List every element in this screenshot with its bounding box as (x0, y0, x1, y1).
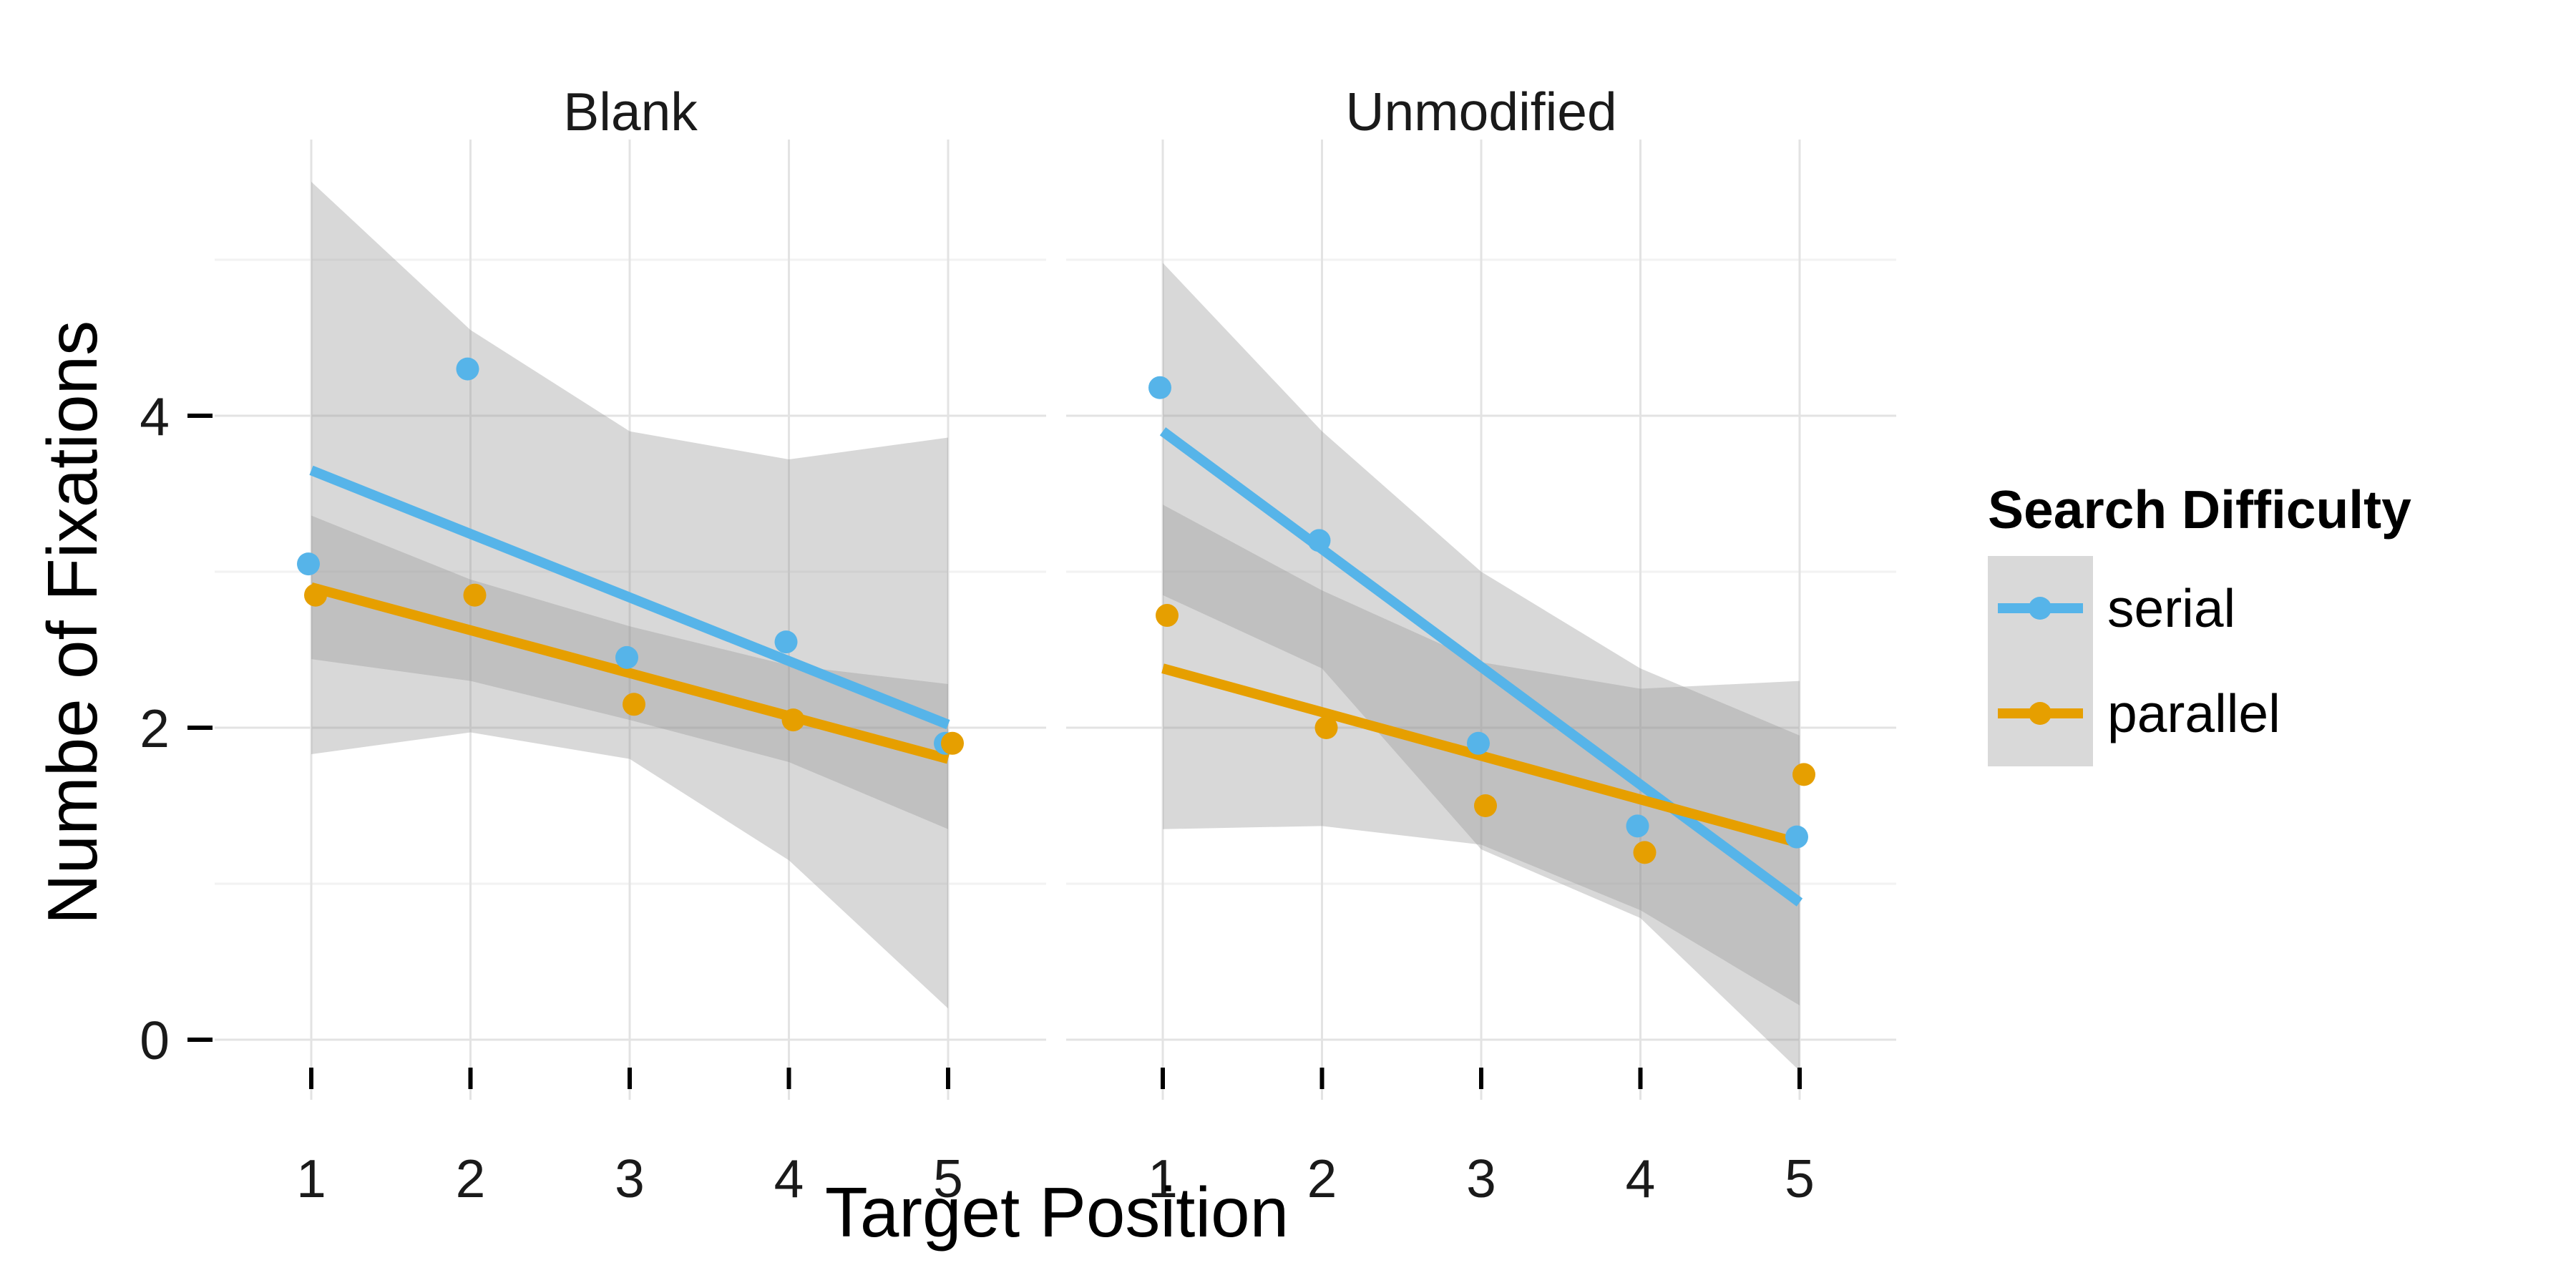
panel-title: Blank (563, 82, 698, 142)
y-tick-label: 0 (140, 1010, 170, 1070)
point-serial (1307, 529, 1331, 552)
x-tick-label: 1 (296, 1148, 326, 1209)
point-serial (1785, 825, 1808, 849)
y-tick-label: 2 (140, 698, 170, 758)
x-tick-label: 2 (456, 1148, 486, 1209)
point-parallel (623, 693, 645, 716)
x-axis-title: Target Position (825, 1173, 1289, 1252)
y-axis-title: Numbe of Fixations (33, 321, 112, 924)
point-parallel (1474, 794, 1497, 817)
point-parallel (463, 583, 487, 607)
data-points (297, 357, 1815, 864)
x-tick-label: 3 (1466, 1148, 1496, 1209)
x-tick-label: 2 (1307, 1148, 1337, 1209)
x-tick-label: 1 (1148, 1148, 1178, 1209)
x-tick-label: 3 (615, 1148, 645, 1209)
point-parallel (941, 731, 964, 755)
legend-title: Search Difficulty (1988, 479, 2411, 540)
legend: Search Difficulty serial parallel (1988, 479, 2411, 766)
legend-label-serial: serial (2107, 578, 2235, 638)
y-tick-label: 4 (140, 386, 170, 447)
point-serial (1148, 376, 1171, 399)
x-tick-label: 5 (1785, 1148, 1815, 1209)
point-parallel (304, 583, 327, 607)
point-parallel (1792, 763, 1815, 786)
regression-line-serial (309, 465, 950, 730)
x-tick-label: 4 (774, 1148, 804, 1209)
axes: Blank 1 2 3 4 5 Unmodified 1 2 3 4 5 0 2 4 (140, 82, 1815, 1209)
regression-line-parallel (1161, 663, 1801, 849)
legend-label-parallel: parallel (2107, 683, 2280, 743)
legend-key-background (1988, 556, 2093, 766)
point-parallel (1314, 716, 1338, 739)
legend-key-point-serial (2029, 597, 2051, 620)
regression-line-parallel (310, 582, 950, 764)
x-tick-label: 4 (1626, 1148, 1656, 1209)
point-parallel (1156, 604, 1179, 628)
point-serial (1626, 814, 1649, 838)
regression-lines (309, 427, 1803, 907)
point-serial (297, 552, 320, 576)
panel-title: Unmodified (1345, 82, 1616, 142)
point-serial (774, 630, 798, 654)
legend-key-point-parallel (2029, 702, 2051, 725)
point-parallel (781, 708, 805, 732)
point-parallel (1633, 841, 1657, 864)
confidence-bands (311, 182, 1800, 1071)
point-serial (1467, 731, 1490, 755)
point-serial (615, 645, 638, 669)
point-serial (456, 357, 479, 381)
regression-line-serial (1159, 427, 1803, 907)
x-tick-label: 5 (933, 1148, 963, 1209)
